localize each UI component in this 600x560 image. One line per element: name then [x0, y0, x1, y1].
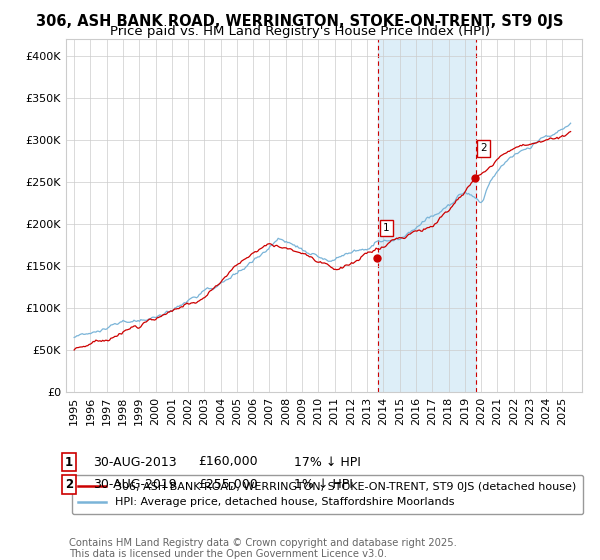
Text: Price paid vs. HM Land Registry's House Price Index (HPI): Price paid vs. HM Land Registry's House … — [110, 25, 490, 38]
Text: 1: 1 — [383, 223, 389, 233]
Text: 2: 2 — [481, 143, 487, 153]
Legend: 306, ASH BANK ROAD, WERRINGTON, STOKE-ON-TRENT, ST9 0JS (detached house), HPI: A: 306, ASH BANK ROAD, WERRINGTON, STOKE-ON… — [71, 475, 583, 514]
Text: Contains HM Land Registry data © Crown copyright and database right 2025.
This d: Contains HM Land Registry data © Crown c… — [69, 538, 457, 559]
Text: £255,000: £255,000 — [198, 478, 258, 491]
Text: 1: 1 — [65, 455, 73, 469]
Bar — [378, 39, 476, 392]
Text: 30-AUG-2013: 30-AUG-2013 — [93, 455, 176, 469]
Text: 2: 2 — [65, 478, 73, 491]
Text: £160,000: £160,000 — [198, 455, 257, 469]
Text: 306, ASH BANK ROAD, WERRINGTON, STOKE-ON-TRENT, ST9 0JS: 306, ASH BANK ROAD, WERRINGTON, STOKE-ON… — [36, 14, 564, 29]
Text: 1% ↓ HPI: 1% ↓ HPI — [294, 478, 353, 491]
Text: 17% ↓ HPI: 17% ↓ HPI — [294, 455, 361, 469]
Text: 30-AUG-2019: 30-AUG-2019 — [93, 478, 176, 491]
